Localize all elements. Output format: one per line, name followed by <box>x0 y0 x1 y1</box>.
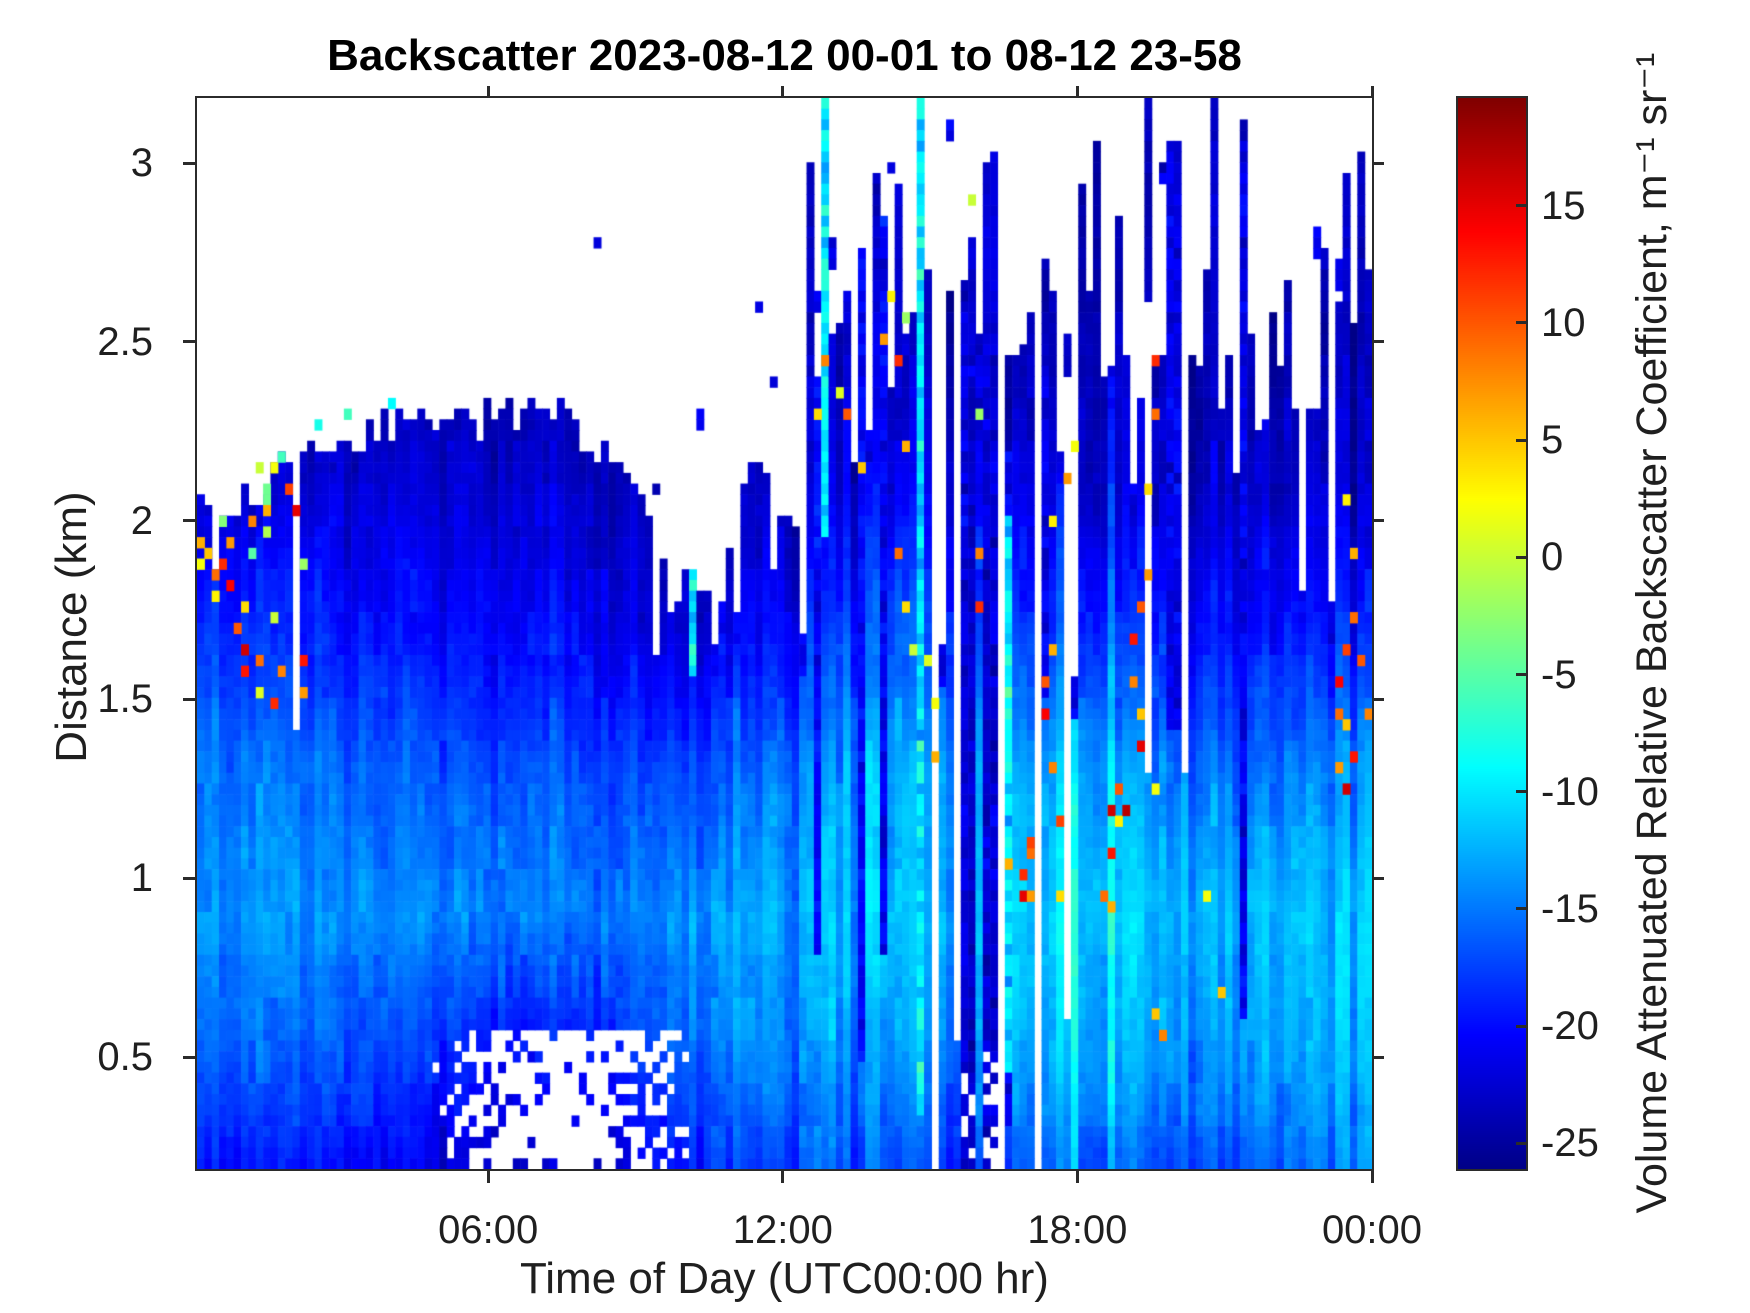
colorbar-tick-mark <box>1516 907 1526 911</box>
y-tick-mark-right <box>1372 697 1384 701</box>
y-tick-label: 2.5 <box>97 319 153 364</box>
y-axis-label: Distance (km) <box>47 491 96 763</box>
y-tick-mark <box>183 340 197 344</box>
y-tick-mark <box>183 161 197 165</box>
x-axis-label: Time of Day (UTC00:00 hr) <box>520 1254 1049 1303</box>
x-tick-label: 06:00 <box>438 1208 539 1252</box>
x-tick-label: 00:00 <box>1321 1208 1423 1252</box>
colorbar-label: Volume Attenuated Relative Backscatter C… <box>1628 52 1676 1214</box>
colorbar-tick-label: 5 <box>1541 418 1564 463</box>
x-tick-mark <box>486 1169 490 1183</box>
x-tick-mark-top <box>781 86 785 98</box>
colorbar-tick-mark <box>1516 204 1526 208</box>
x-tick-mark-top <box>1370 86 1374 98</box>
colorbar-tick-label: 0 <box>1541 535 1564 580</box>
y-tick-mark <box>183 1055 197 1059</box>
colorbar-tick-mark <box>1516 1141 1526 1145</box>
colorbar-tick-mark <box>1516 1024 1526 1028</box>
y-tick-mark <box>183 876 197 880</box>
y-tick-mark-right <box>1372 876 1384 880</box>
x-tick-mark <box>1370 1169 1374 1183</box>
y-tick-mark-right <box>1372 161 1384 165</box>
colorbar-tick-mark <box>1516 790 1526 794</box>
x-tick-label: 18:00 <box>1027 1208 1128 1252</box>
x-tick-mark-top <box>1075 86 1079 98</box>
y-tick-label: 1.5 <box>97 677 153 722</box>
backscatter-heatmap-canvas <box>197 98 1372 1169</box>
y-tick-mark <box>183 519 197 523</box>
x-tick-label: 12:00 <box>732 1208 833 1252</box>
y-tick-mark-right <box>1372 519 1384 523</box>
colorbar-tick-label: -15 <box>1541 886 1599 931</box>
colorbar-tick-label: -5 <box>1541 652 1577 697</box>
colorbar-tick-mark <box>1516 673 1526 676</box>
colorbar-tick-label: -20 <box>1541 1004 1599 1049</box>
x-tick-mark <box>1075 1169 1079 1183</box>
y-tick-label: 0.5 <box>97 1035 153 1080</box>
y-tick-label: 1 <box>130 856 153 901</box>
x-tick-mark <box>781 1169 785 1183</box>
y-tick-mark-right <box>1372 1055 1384 1059</box>
colorbar-tick-label: -25 <box>1541 1121 1599 1166</box>
colorbar-gradient-canvas <box>1458 98 1526 1169</box>
x-tick-mark-top <box>486 86 490 98</box>
y-tick-mark-right <box>1372 340 1384 344</box>
colorbar-tick-mark <box>1516 555 1526 559</box>
y-tick-mark <box>183 697 197 701</box>
chart-title: Backscatter 2023-08-12 00-01 to 08-12 23… <box>327 31 1242 80</box>
colorbar-tick-label: 10 <box>1541 300 1586 345</box>
colorbar-tick-mark <box>1516 321 1526 325</box>
colorbar-tick-label: 15 <box>1541 183 1586 228</box>
colorbar-tick-mark <box>1516 438 1526 442</box>
y-tick-label: 2 <box>130 498 153 543</box>
colorbar-tick-label: -10 <box>1541 769 1599 814</box>
y-tick-label: 3 <box>130 141 153 186</box>
